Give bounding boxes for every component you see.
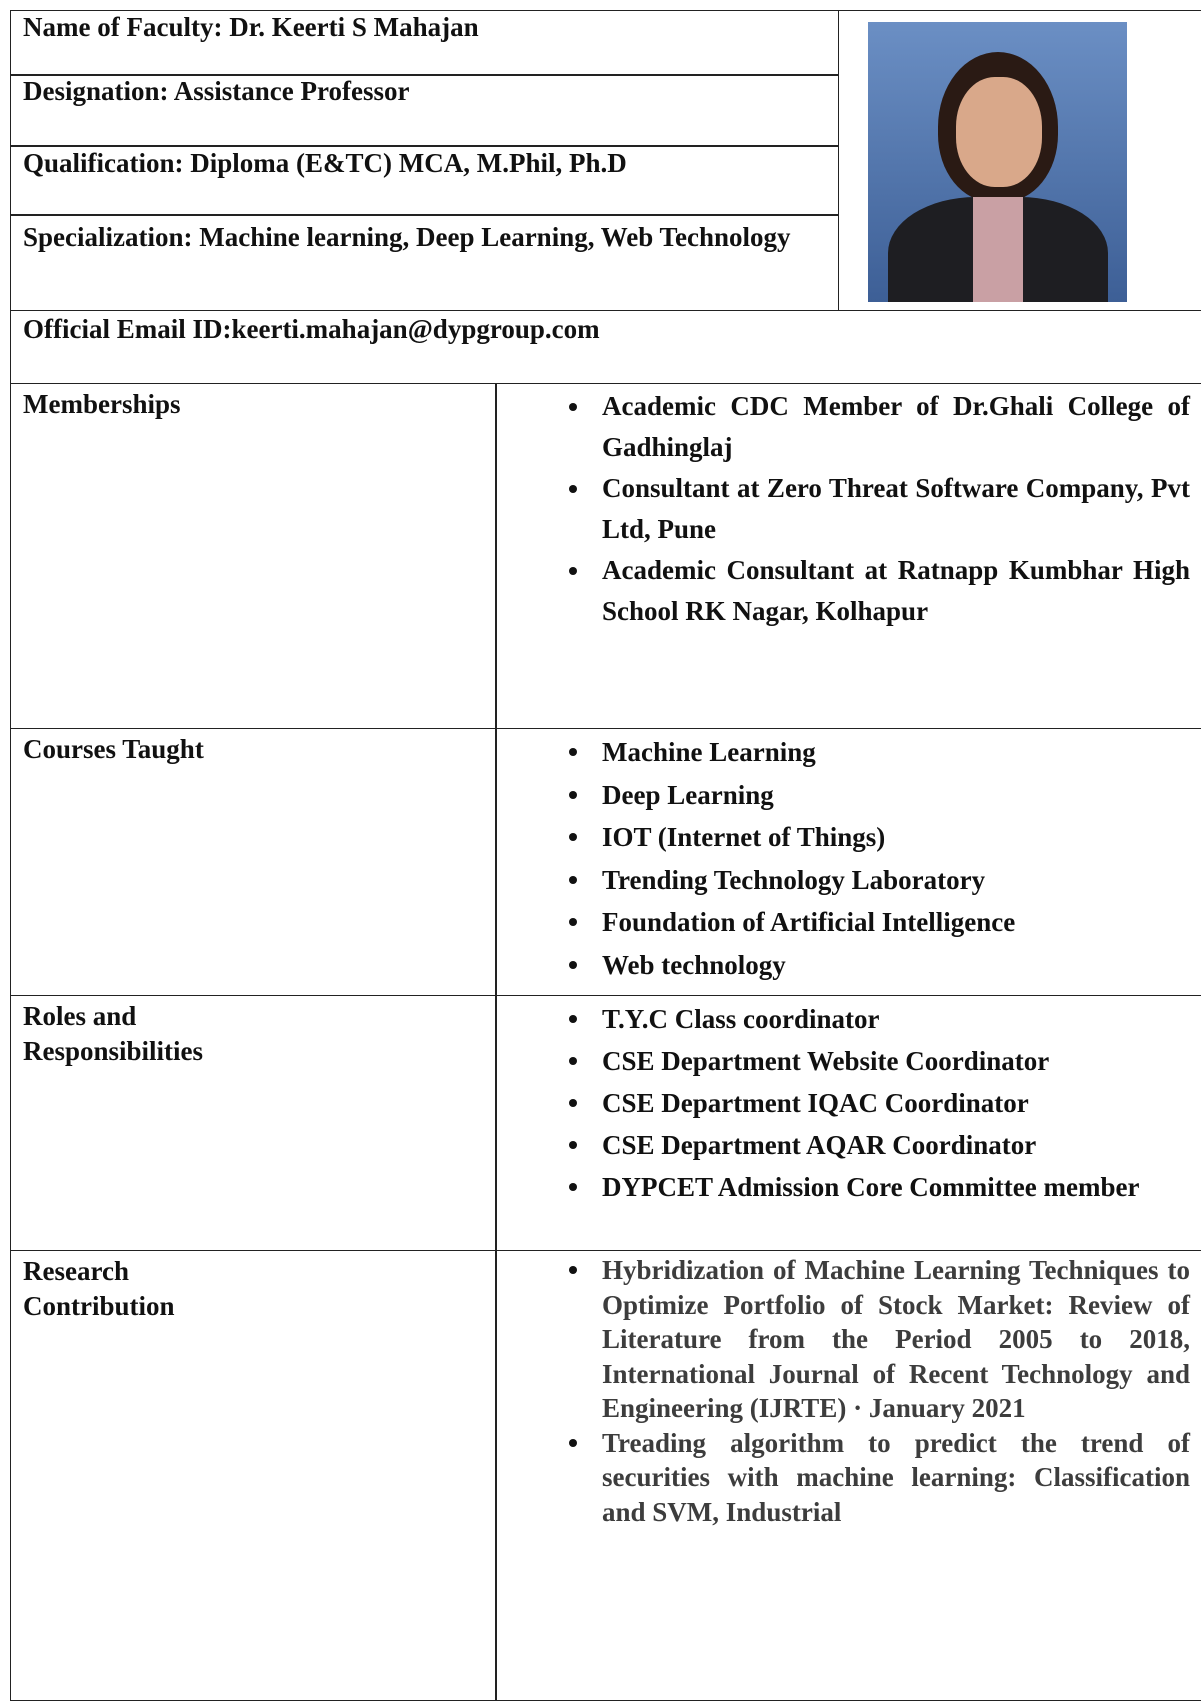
list-item: Web technology [569,944,1190,987]
section-label: Roles and Responsibilities [23,999,203,1069]
list-item: Machine Learning [569,731,1190,774]
list-item: CSE Department IQAC Coordinator [569,1082,1190,1124]
label-cell [10,728,497,996]
list-item: CSE Department AQAR Coordinator [569,1124,1190,1166]
qualification-row [10,145,839,216]
label-cell [10,383,497,729]
list-item: CSE Department Website Coordinator [569,1040,1190,1082]
list-item: Deep Learning [569,774,1190,817]
label-line: Research [23,1256,129,1286]
item-list: Academic CDC Member of Dr.Ghali College … [569,386,1190,632]
name-row [10,10,839,76]
faculty-photo [868,22,1127,302]
label-line: Contribution [23,1291,175,1321]
email: Official Email ID:keerti.mahajan@dypgrou… [23,314,600,344]
section-label: Courses Taught [23,732,204,767]
list-item: DYPCET Admission Core Committee member [569,1166,1190,1208]
label-line: Roles and [23,1001,137,1031]
label-line: Responsibilities [23,1036,204,1066]
label-line: Courses Taught [23,734,204,764]
list-item: IOT (Internet of Things) [569,816,1190,859]
item-list: Machine Learning Deep Learning IOT (Intern… [569,731,1190,987]
label-line: Memberships [23,389,181,419]
list-item: Trending Technology Laboratory [569,859,1190,902]
list-item: Consultant at Zero Threat Software Compa… [569,468,1190,550]
qualification: Qualification: Diploma (E&TC) MCA, M.Phi… [23,148,627,178]
list-item: T.Y.C Class coordinator [569,998,1190,1040]
designation: Designation: Assistance Professor [23,76,410,106]
item-list: Hybridization of Machine Learning Techni… [569,1253,1190,1530]
list-item: Foundation of Artificial Intelligence [569,901,1190,944]
page: Name of Faculty: Dr. Keerti S Mahajan De… [10,10,1201,1701]
list-item: Hybridization of Machine Learning Techni… [569,1253,1190,1426]
list-item: Academic CDC Member of Dr.Ghali College … [569,386,1190,468]
section-label: Research Contribution [23,1254,175,1324]
section-label: Memberships [23,387,181,422]
list-item: Treading algorithm to predict the trend … [569,1426,1190,1530]
list-item: Academic Consultant at Ratnapp Kumbhar H… [569,550,1190,632]
designation-row [10,74,839,147]
item-list: T.Y.C Class coordinator CSE Department We… [569,998,1190,1208]
specialization: Specialization: Machine learning, Deep L… [23,222,791,252]
faculty-name: Name of Faculty: Dr. Keerti S Mahajan [23,12,479,42]
